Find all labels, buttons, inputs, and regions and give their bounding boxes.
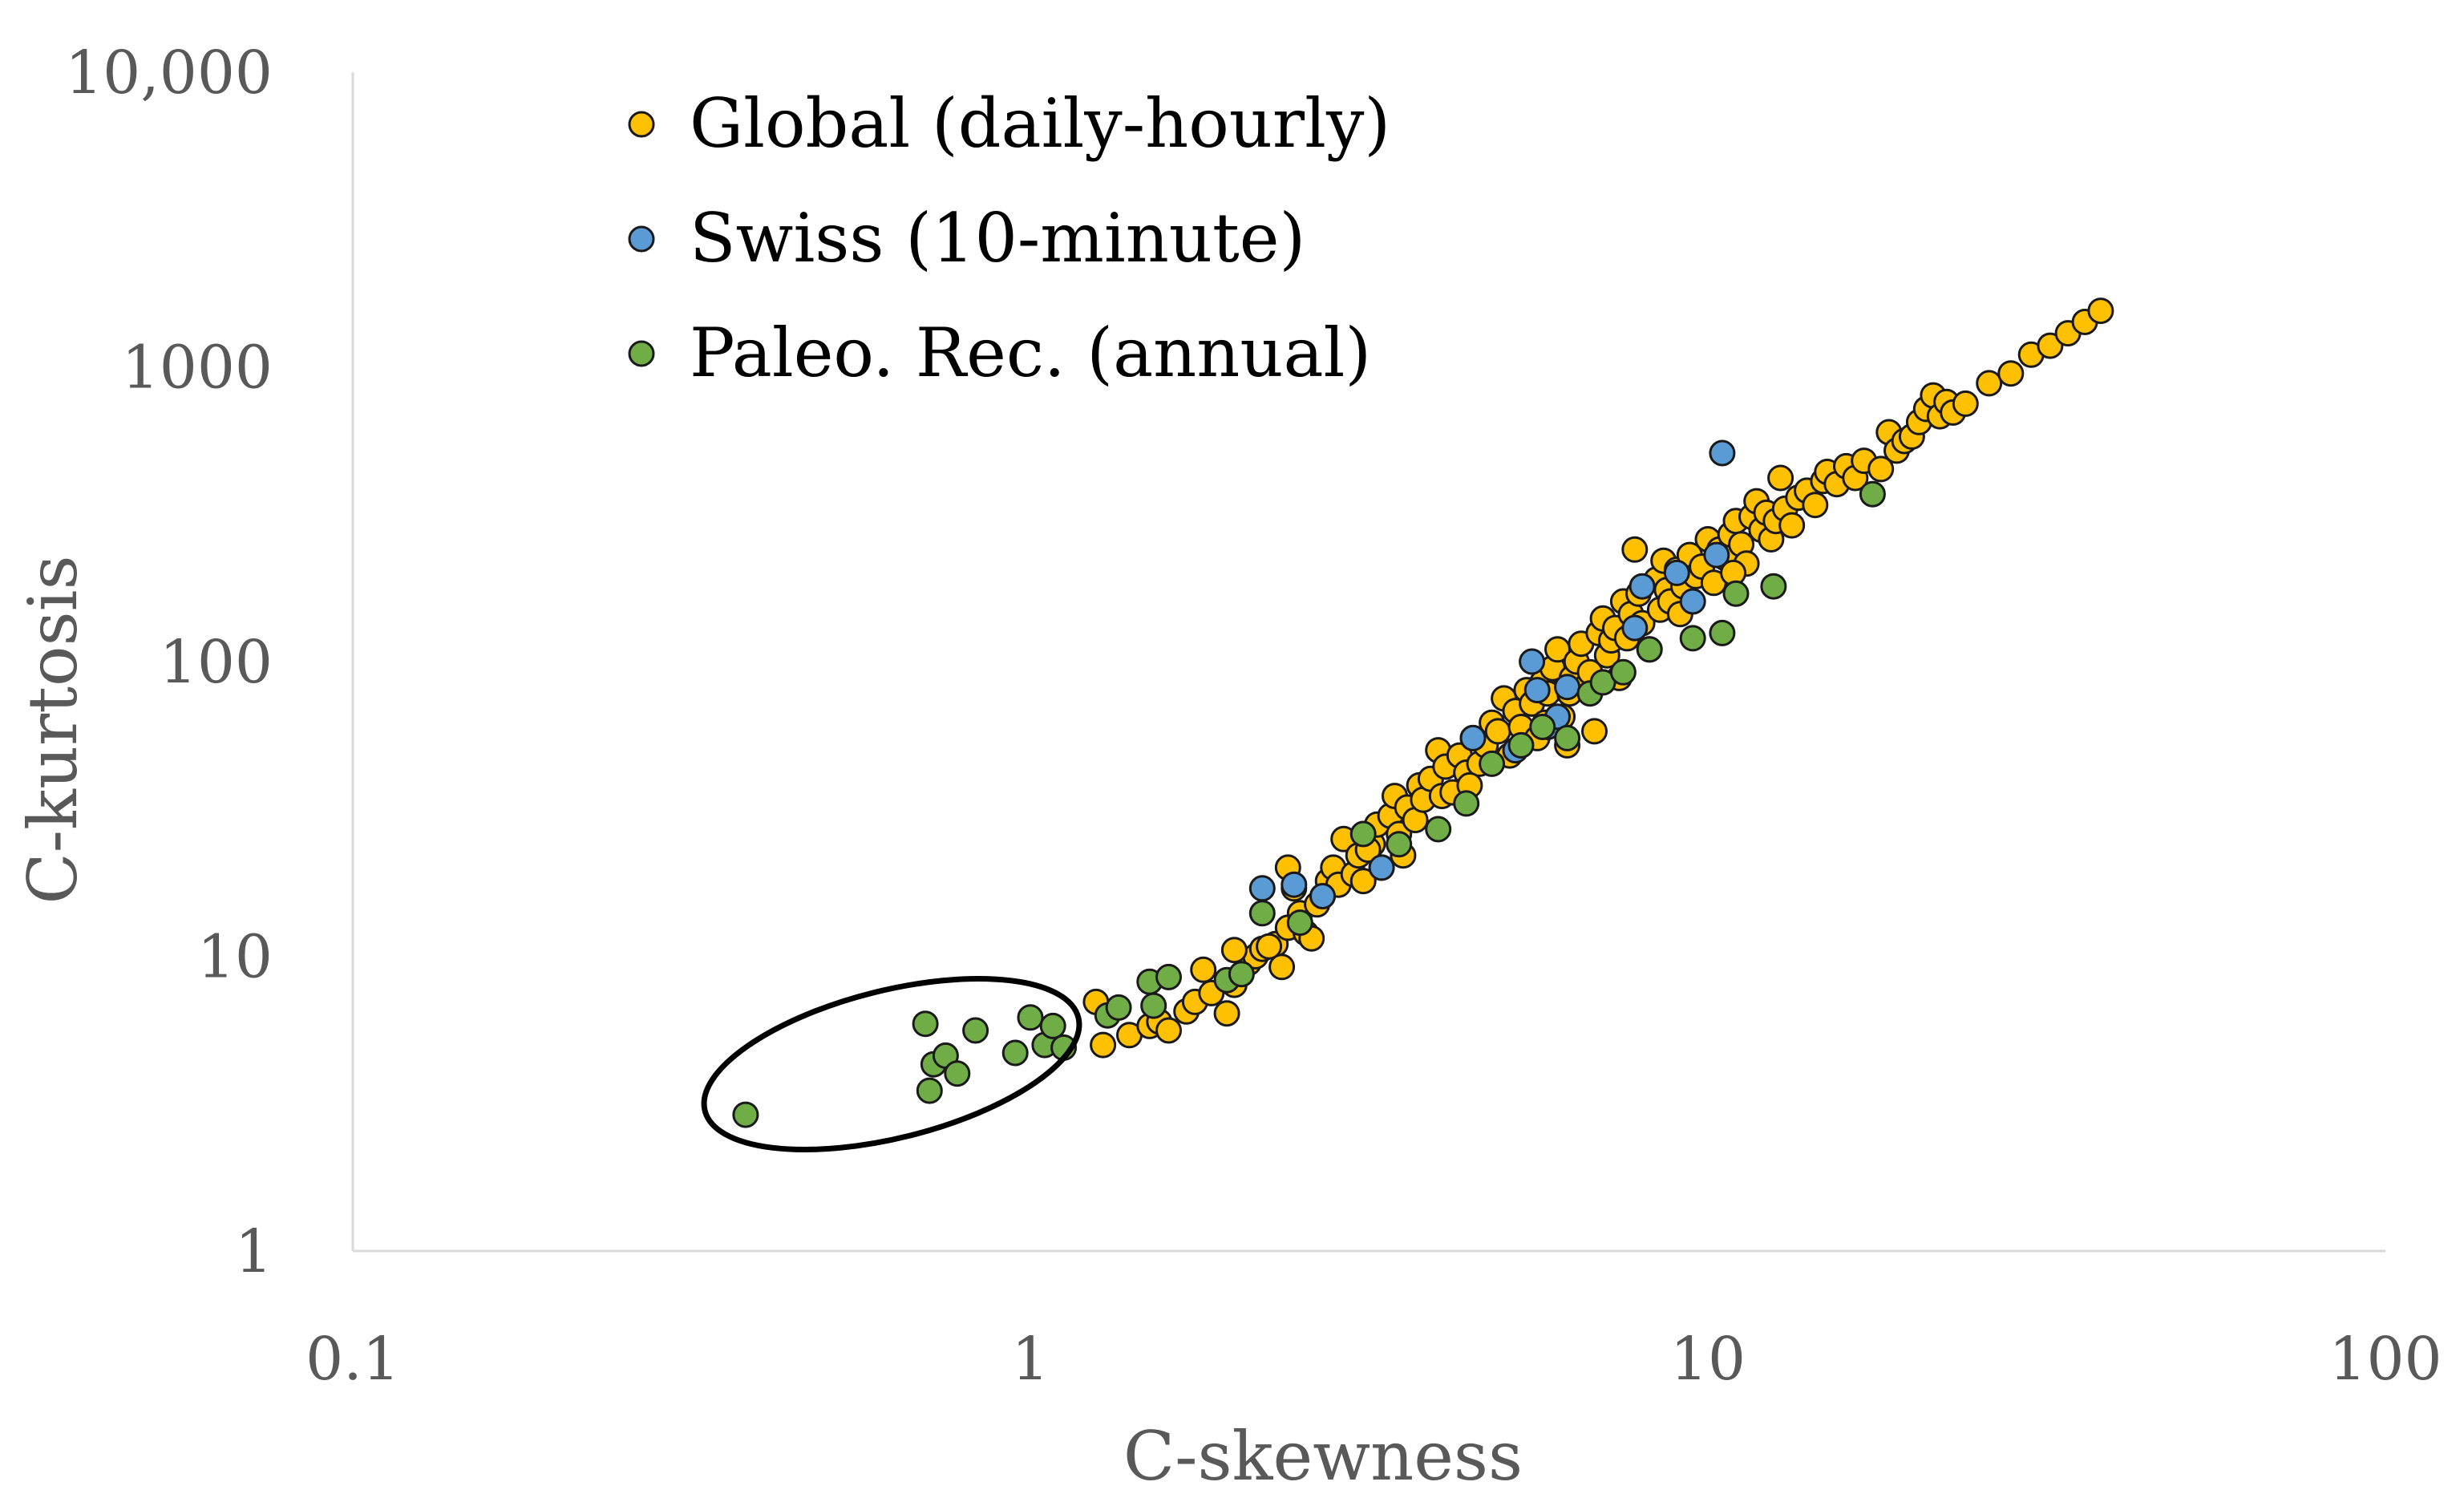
data-point — [916, 1077, 943, 1104]
data-point — [1609, 658, 1637, 686]
x-tick-labels: 0.1 1 10 100 — [305, 1325, 2442, 1394]
data-point — [1479, 750, 1506, 777]
data-point — [1349, 820, 1377, 848]
series-2 — [732, 480, 1886, 1128]
x-tick-label: 100 — [2328, 1325, 2442, 1394]
data-point — [1286, 909, 1313, 937]
data-point — [1859, 480, 1886, 508]
data-point — [1228, 961, 1255, 988]
data-point — [1155, 1017, 1182, 1044]
legend-label: Swiss (10-minute) — [690, 199, 1305, 277]
data-point — [944, 1060, 971, 1087]
data-point — [1039, 1012, 1066, 1039]
series-1 — [1248, 439, 1736, 909]
data-points — [732, 298, 2114, 1128]
data-point — [962, 1017, 989, 1044]
legend-marker — [628, 225, 655, 253]
data-point — [1105, 994, 1132, 1021]
data-point — [1484, 718, 1511, 745]
x-tick-label: 10 — [1670, 1325, 1746, 1394]
data-point — [1703, 541, 1730, 569]
data-point — [1256, 933, 1283, 960]
data-point — [2037, 332, 2064, 359]
data-point — [1621, 536, 1649, 563]
data-point — [1425, 816, 1452, 843]
data-point — [1636, 636, 1663, 663]
data-point — [1802, 492, 1829, 519]
data-point — [1760, 573, 1787, 600]
data-point — [1952, 390, 1979, 417]
data-point — [1140, 992, 1167, 1019]
data-point — [1629, 573, 1656, 600]
data-point — [1190, 956, 1217, 983]
data-point — [1709, 619, 1736, 646]
data-point — [1349, 868, 1377, 895]
data-point — [1090, 1031, 1117, 1059]
legend-label: Paleo. Rec. (annual) — [690, 314, 1371, 392]
data-point — [912, 1010, 939, 1038]
data-point — [1621, 614, 1649, 642]
x-tick-label: 1 — [1011, 1325, 1049, 1394]
data-point — [1248, 875, 1276, 902]
data-point — [1554, 674, 1581, 701]
data-point — [1220, 937, 1248, 964]
data-point — [1679, 625, 1706, 652]
data-point — [1368, 854, 1395, 881]
data-point — [1213, 1000, 1240, 1027]
y-axis-title: C-kurtosis — [14, 555, 92, 904]
data-point — [1459, 724, 1487, 751]
data-point — [1001, 1039, 1029, 1067]
data-point — [1281, 871, 1308, 898]
legend-marker — [628, 111, 655, 138]
legend: Global (daily-hourly) Swiss (10-minute) Pa… — [628, 84, 1390, 392]
y-tick-label: 100 — [160, 628, 273, 697]
data-point — [1867, 455, 1895, 483]
data-point — [1663, 559, 1690, 586]
data-point — [1778, 512, 1806, 539]
data-point — [1386, 831, 1413, 858]
axes — [351, 72, 2385, 1253]
data-point — [1248, 900, 1276, 927]
data-point — [1722, 580, 1750, 607]
data-point — [732, 1101, 759, 1128]
data-point — [1554, 724, 1581, 751]
y-tick-label: 1 — [235, 1217, 273, 1286]
annotation-ellipse — [701, 976, 1082, 1152]
data-point — [2087, 298, 2114, 325]
data-point — [1507, 731, 1535, 759]
x-axis-title: C-skewness — [1123, 1417, 1523, 1496]
data-point — [1767, 464, 1794, 492]
y-tick-labels: 1 10 100 1000 10,000 — [65, 38, 273, 1286]
data-point — [1268, 953, 1296, 981]
data-point — [1519, 648, 1546, 675]
data-point — [1997, 360, 2025, 387]
data-point — [1523, 677, 1551, 704]
data-point — [1709, 439, 1736, 467]
data-point — [1017, 1004, 1044, 1031]
legend-marker — [628, 340, 655, 367]
legend-label: Global (daily-hourly) — [690, 84, 1390, 163]
data-point — [1309, 883, 1336, 909]
data-point — [1679, 588, 1706, 615]
data-point — [1453, 790, 1480, 817]
data-point — [1581, 718, 1608, 745]
data-point — [1155, 963, 1182, 990]
y-tick-label: 10,000 — [65, 38, 273, 107]
y-tick-label: 1000 — [122, 334, 273, 403]
y-tick-label: 10 — [197, 923, 273, 992]
data-point — [1976, 370, 2003, 397]
data-point — [1529, 714, 1556, 740]
x-tick-label: 0.1 — [305, 1325, 400, 1394]
